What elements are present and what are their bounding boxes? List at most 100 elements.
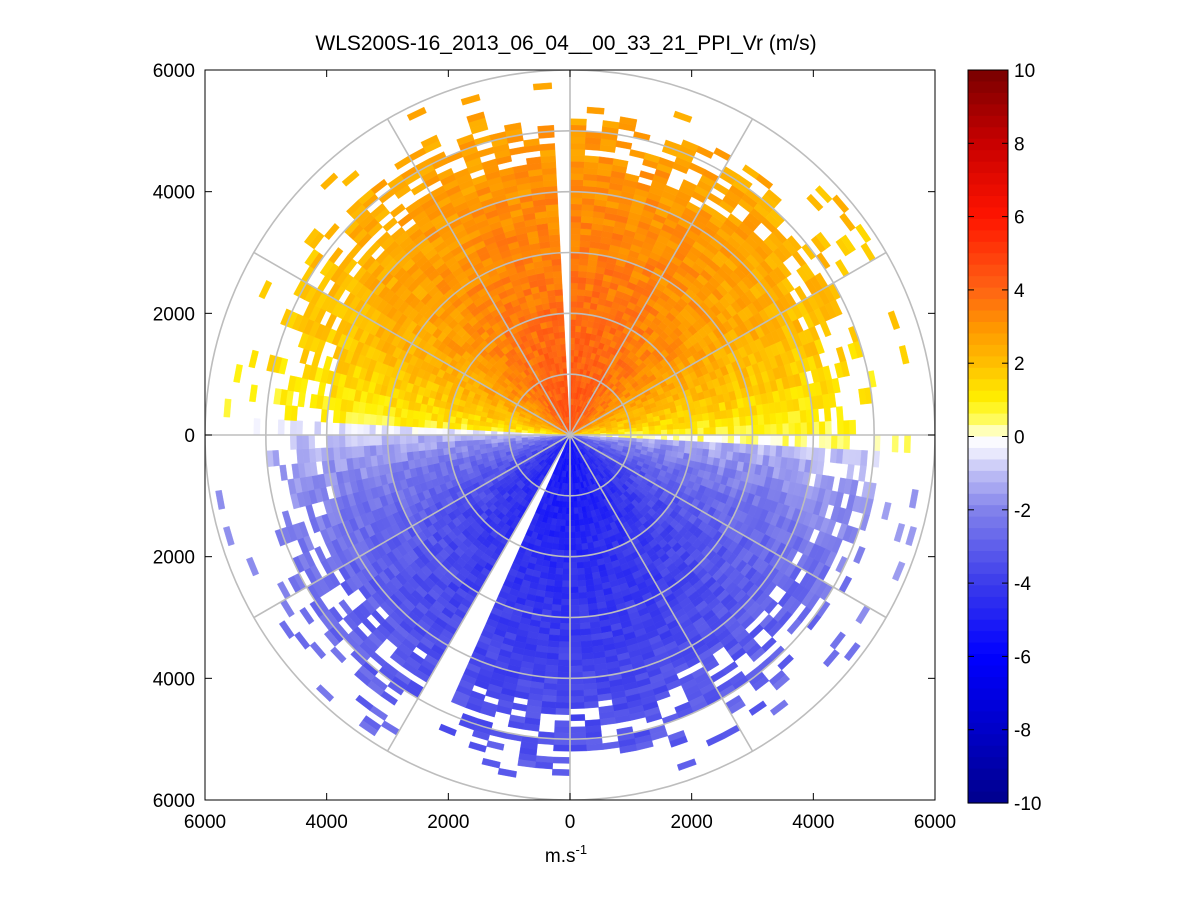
range-gate-cell: [569, 227, 582, 235]
range-gate-cell: [579, 530, 587, 539]
range-gate-cell: [696, 420, 704, 429]
range-gate-cell: [843, 420, 851, 436]
range-gate-cell: [393, 443, 401, 454]
range-gate-cell: [829, 631, 846, 650]
range-gate-cell: [559, 525, 566, 533]
range-gate-cell: [554, 573, 563, 582]
range-gate-cell: [584, 155, 600, 163]
range-gate-cell: [294, 631, 311, 650]
range-gate-cell: [344, 411, 353, 424]
range-gate-cell: [577, 276, 587, 284]
range-gate-cell: [775, 412, 783, 425]
range-gate-cell: [775, 445, 783, 458]
range-gate-cell: [344, 422, 352, 436]
range-gate-cell: [782, 434, 790, 447]
range-gate-cell: [555, 695, 571, 703]
range-gate-cell: [831, 377, 841, 394]
range-gate-cell: [714, 418, 723, 428]
range-gate-cell: [764, 424, 772, 436]
range-gate-cell: [369, 444, 377, 457]
range-gate-cell: [584, 289, 594, 298]
range-gate-cell: [450, 695, 468, 708]
range-gate-cell: [645, 712, 663, 724]
range-gate-cell: [569, 568, 578, 576]
range-gate-cell: [393, 416, 401, 427]
range-gate-cell: [569, 209, 583, 217]
range-gate-cell: [486, 740, 505, 751]
range-gate-cell: [560, 513, 567, 521]
range-gate-cell: [389, 652, 406, 667]
range-gate-cell: [308, 448, 317, 463]
range-gate-cell: [666, 423, 674, 431]
range-gate-cell: [577, 579, 587, 588]
range-gate-cell: [708, 442, 717, 451]
range-gate-cell: [764, 188, 782, 205]
range-gate-cell: [351, 411, 359, 425]
range-gate-cell: [776, 423, 784, 436]
range-gate-cell: [794, 422, 802, 436]
range-gate-cell: [799, 409, 808, 424]
range-gate-cell: [369, 424, 376, 436]
range-gate-cell: [466, 434, 474, 441]
range-gate-cell: [813, 338, 825, 355]
range-gate-cell: [215, 489, 226, 510]
range-gate-cell: [648, 438, 656, 445]
range-gate-cell: [569, 331, 576, 339]
range-gate-cell: [569, 726, 586, 734]
range-gate-cell: [796, 606, 812, 623]
range-gate-cell: [308, 434, 316, 449]
range-gate-cell: [460, 429, 467, 436]
range-gate-cell: [839, 212, 856, 232]
range-gate-cell: [672, 440, 680, 447]
range-gate-cell: [818, 421, 826, 436]
range-gate-cell: [793, 446, 802, 460]
range-gate-cell: [309, 641, 327, 660]
range-gate-cell: [325, 313, 338, 329]
range-gate-cell: [574, 519, 580, 527]
range-gate-cell: [569, 604, 580, 612]
range-gate-cell: [583, 173, 598, 182]
range-gate-cell: [660, 424, 668, 431]
range-gate-cell: [858, 465, 867, 482]
range-gate-cell: [322, 355, 334, 371]
range-gate-cell: [619, 116, 638, 126]
range-gate-cell: [569, 319, 577, 326]
range-gate-cell: [584, 572, 594, 581]
range-gate-cell: [585, 743, 604, 752]
range-gate-cell: [350, 434, 358, 447]
range-gate-cell: [769, 445, 777, 457]
range-gate-cell: [791, 250, 807, 268]
range-gate-cell: [375, 434, 382, 446]
range-gate-cell: [548, 628, 561, 636]
range-gate-cell: [908, 488, 919, 509]
range-gate-cell: [569, 544, 577, 551]
range-gate-cell: [517, 759, 536, 769]
range-gate-cell: [411, 442, 419, 452]
range-gate-cell: [569, 574, 578, 582]
range-gate-cell: [417, 442, 426, 452]
range-gate-cell: [279, 464, 288, 481]
range-gate-cell: [562, 574, 571, 582]
range-gate-cell: [777, 654, 794, 671]
range-gate-cell: [569, 221, 582, 229]
range-gate-cell: [569, 695, 585, 703]
range-gate-cell: [358, 720, 379, 737]
range-gate-cell: [579, 240, 591, 248]
range-gate-cell: [417, 426, 425, 436]
range-gate-cell: [582, 682, 597, 691]
range-gate-cell: [824, 434, 832, 449]
range-gate-cell: [569, 531, 576, 539]
range-gate-cell: [666, 429, 674, 436]
range-gate-cell: [311, 352, 322, 368]
range-gate-cell: [579, 628, 592, 636]
range-gate-cell: [430, 412, 439, 422]
range-gate-cell: [679, 428, 686, 436]
range-gate-cell: [375, 414, 383, 426]
range-gate-cell: [574, 525, 581, 533]
range-gate-cell: [557, 543, 565, 551]
range-gate-cell: [748, 700, 767, 716]
range-gate-cell: [562, 562, 571, 570]
range-gate-cell: [357, 412, 365, 425]
range-gate-cell: [787, 446, 796, 459]
